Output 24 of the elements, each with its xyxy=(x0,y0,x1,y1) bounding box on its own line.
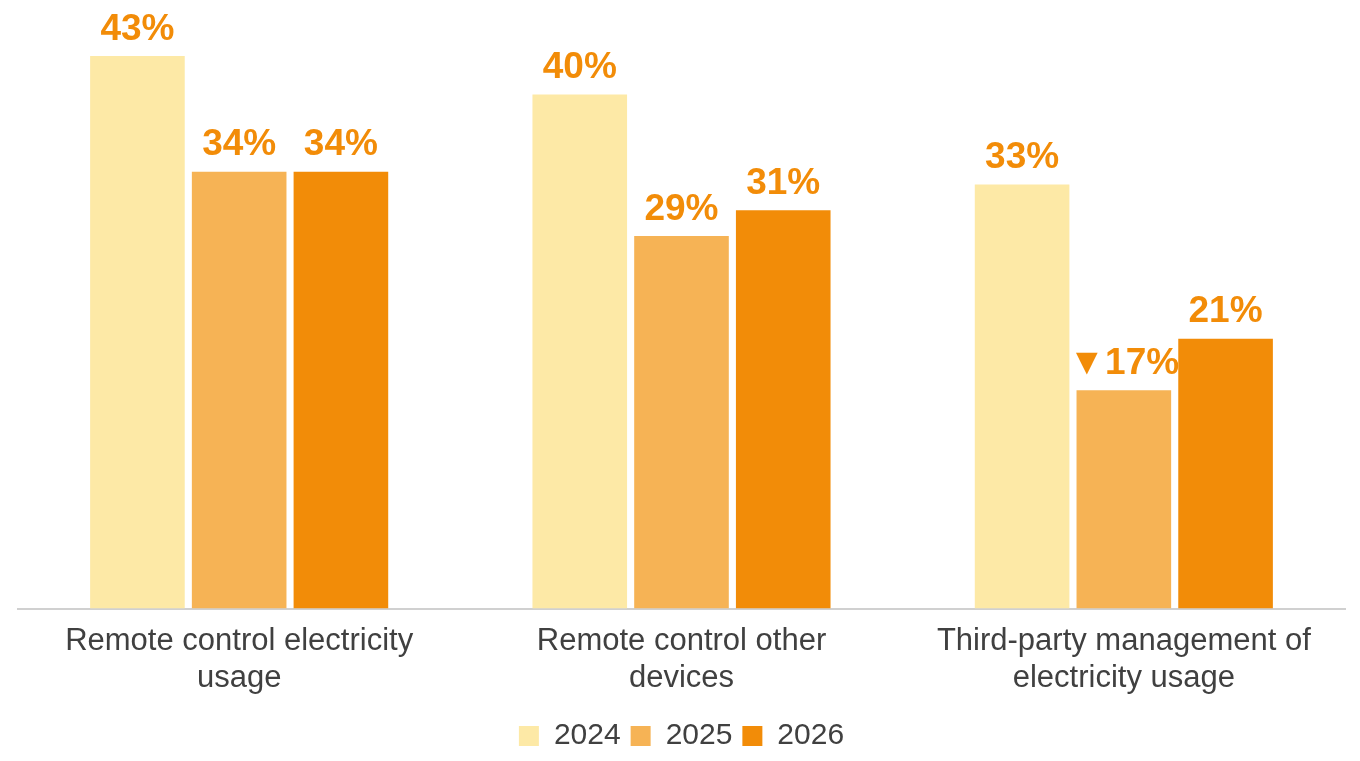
data-label: 34% xyxy=(202,122,277,164)
bar xyxy=(90,56,185,609)
bar xyxy=(974,184,1070,609)
x-tick-label: Third-party management of electricity usage xyxy=(936,621,1312,694)
bar xyxy=(634,235,729,609)
data-label: 31% xyxy=(746,160,821,202)
bar xyxy=(191,171,287,609)
x-tick-label: Remote control other devices xyxy=(536,621,827,694)
bar xyxy=(735,210,831,609)
data-label: 34% xyxy=(303,122,378,164)
data-label: 40% xyxy=(542,45,617,87)
data-label: ▼17% xyxy=(1068,340,1180,382)
legend-label: 2025 xyxy=(665,717,733,751)
data-label: 43% xyxy=(100,6,175,48)
x-tick-label: Remote control electricity usage xyxy=(65,621,414,694)
bar xyxy=(532,94,628,609)
legend-label: 2024 xyxy=(553,717,621,751)
bar xyxy=(1178,338,1273,609)
data-label: 33% xyxy=(985,135,1060,177)
bar xyxy=(293,171,389,609)
bar xyxy=(1076,390,1172,609)
legend-label: 2026 xyxy=(777,717,845,751)
data-label: 29% xyxy=(644,186,719,228)
data-label: 21% xyxy=(1188,289,1263,331)
